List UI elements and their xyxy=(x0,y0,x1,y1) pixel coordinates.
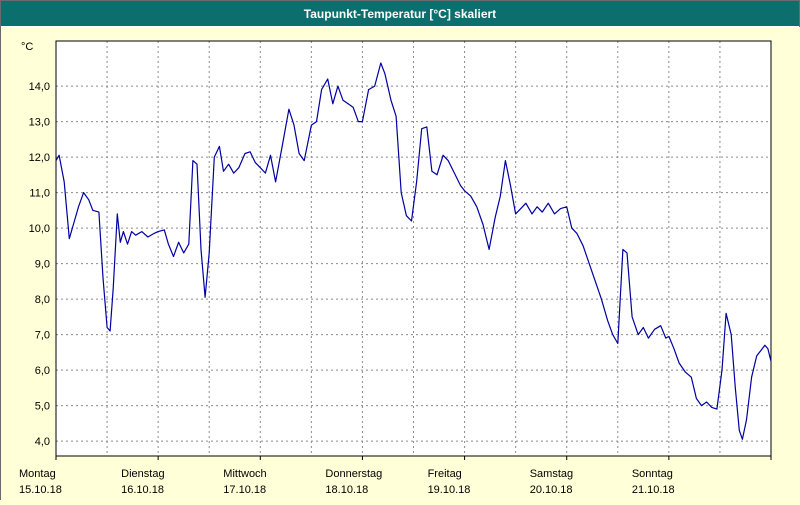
x-date-label: 20.10.18 xyxy=(530,484,573,496)
y-tick-label: 14,0 xyxy=(29,81,50,93)
y-tick-label: 11,0 xyxy=(29,188,50,200)
dewpoint-line-chart: 4,0 5,0 6,0 7,0 8,0 9,0 10,0 11,0 12,0 13,0 14,0 °C… xyxy=(1,27,800,500)
x-weekday-label: Donnerstag xyxy=(325,468,382,480)
x-date-label: 19.10.18 xyxy=(428,484,471,496)
chart-title-bar: Taupunkt-Temperatur [°C] skaliert xyxy=(1,1,799,27)
y-tick-label: 4,0 xyxy=(35,436,50,448)
x-date-label: 18.10.18 xyxy=(325,484,368,496)
y-tick-label: 13,0 xyxy=(29,117,50,129)
x-weekday-label: Mittwoch xyxy=(223,468,266,480)
x-date-label: 17.10.18 xyxy=(223,484,266,496)
x-date-label: 21.10.18 xyxy=(632,484,675,496)
y-tick-label: 12,0 xyxy=(29,152,50,164)
x-weekday-label: Freitag xyxy=(428,468,462,480)
x-date-label: 16.10.18 xyxy=(121,484,164,496)
y-tick-label: 10,0 xyxy=(29,223,50,235)
y-tick-label: 8,0 xyxy=(35,294,50,306)
x-weekday-label: Sonntag xyxy=(632,468,673,480)
plot-background xyxy=(56,41,771,456)
chart-area: 4,0 5,0 6,0 7,0 8,0 9,0 10,0 11,0 12,0 13,0 14,0 °C… xyxy=(1,27,800,500)
temperature-series-line xyxy=(55,62,772,440)
plot-border xyxy=(55,40,772,457)
x-weekday-label: Montag xyxy=(19,468,56,480)
x-weekday-label: Samstag xyxy=(530,468,573,480)
x-date-label: 15.10.18 xyxy=(19,484,62,496)
y-tick-label: 9,0 xyxy=(35,259,50,271)
y-tick-label: 7,0 xyxy=(35,330,50,342)
y-axis-unit-label: °C xyxy=(21,41,33,53)
y-tick-label: 6,0 xyxy=(35,365,50,377)
x-weekday-label: Dienstag xyxy=(121,468,164,480)
chart-title: Taupunkt-Temperatur [°C] skaliert xyxy=(303,6,497,21)
y-tick-label: 5,0 xyxy=(35,401,50,413)
